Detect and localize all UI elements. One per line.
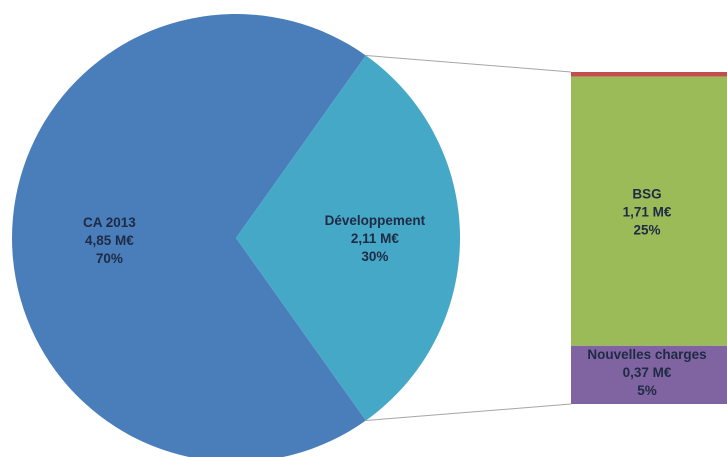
pie-slice-ca-2013: [12, 14, 366, 457]
pie-slice-ca-2013-label: CA 2013 4,85 M€ 70%: [83, 215, 136, 266]
bar-segment-nouvelles-charges-label: Nouvelles charges 0,37 M€ 5%: [587, 347, 706, 398]
pie-slice-developpement: [236, 55, 461, 421]
pie: [12, 14, 461, 457]
data-labels: CA 2013 4,85 M€ 70% Développement 2,11 M€ 30%…: [83, 186, 707, 397]
connector-line-bottom: [365, 403, 572, 422]
stacked-bar: [571, 72, 727, 404]
connector-line-top: [365, 54, 572, 73]
bar-segment-other: [571, 72, 727, 77]
bar-segment-nouvelles-charges: [571, 345, 727, 404]
connector-lines: [365, 54, 572, 422]
pie-slice-developpement-label: Développement 2,11 M€ 30%: [325, 213, 426, 264]
bar-segment-bsg-label: BSG 1,71 M€ 25%: [623, 186, 672, 237]
bar-segment-bsg: [571, 76, 727, 346]
